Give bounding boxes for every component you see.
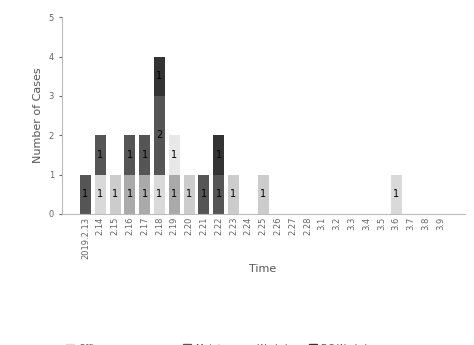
Text: 1: 1 [156,189,163,199]
Bar [183,175,195,214]
Text: 1: 1 [156,71,163,81]
Bar [154,57,165,96]
Bar [139,175,150,214]
Bar [228,175,239,214]
Bar [95,135,106,175]
Bar [169,135,180,175]
Bar [169,175,180,214]
Text: 1: 1 [127,189,133,199]
Text: 1: 1 [260,189,266,199]
Bar [198,175,210,214]
Text: 2: 2 [156,130,163,140]
Bar [154,175,165,214]
Text: 1: 1 [393,189,399,199]
Bar [109,175,120,214]
Bar [80,175,91,214]
Text: 1: 1 [112,189,118,199]
Text: 1: 1 [97,150,103,160]
Bar [154,96,165,175]
Text: 1: 1 [230,189,237,199]
Bar [95,175,106,214]
Bar [124,135,136,175]
Text: 1: 1 [97,189,103,199]
Text: 1: 1 [201,189,207,199]
Text: 1: 1 [127,150,133,160]
Bar [139,135,150,175]
Legend: Office, Dissolution Workshop, Acylation Workshop, Maintenance Workshop, Refining: Office, Dissolution Workshop, Acylation … [62,340,453,345]
Text: 1: 1 [186,189,192,199]
Text: 1: 1 [171,150,177,160]
Text: 1: 1 [216,189,222,199]
Bar [391,175,402,214]
Text: 1: 1 [171,189,177,199]
Text: 1: 1 [216,150,222,160]
Text: 1: 1 [142,150,148,160]
X-axis label: Time: Time [249,264,277,274]
Text: 1: 1 [82,189,89,199]
Bar [124,175,136,214]
Bar [213,135,224,175]
Text: 1: 1 [142,189,148,199]
Bar [257,175,269,214]
Bar [213,175,224,214]
Y-axis label: Number of Cases: Number of Cases [33,68,43,164]
